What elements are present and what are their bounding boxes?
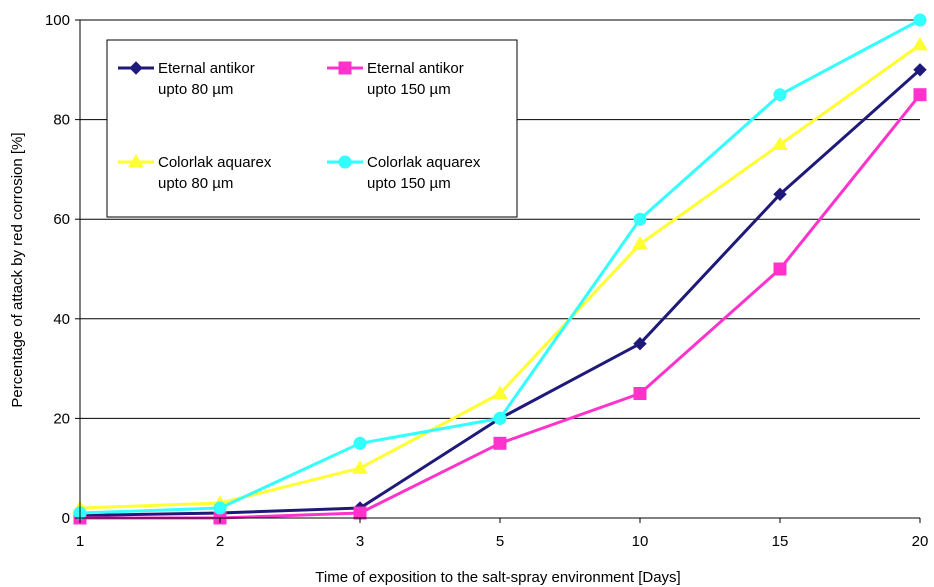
data-point-marker: [772, 136, 788, 150]
data-point-marker: [633, 387, 647, 400]
legend-item: Colorlak aquarex upto 80 µm: [118, 154, 272, 192]
y-tick-label: 0: [62, 510, 70, 527]
x-tick-label: 2: [216, 533, 224, 550]
data-point-marker: [773, 88, 787, 102]
series-3: [73, 13, 927, 520]
data-point-marker: [773, 187, 787, 202]
y-tick-label: 60: [53, 211, 70, 228]
y-tick-label: 100: [45, 12, 70, 29]
y-axis-title: Percentage of attack by red corrosion [%…: [9, 132, 26, 407]
data-point-marker: [352, 460, 368, 474]
data-point-marker: [213, 501, 227, 515]
legend-label-line1: Eternal antikor: [367, 60, 464, 77]
data-point-marker: [493, 436, 507, 450]
legend-item: Colorlak aquarex upto 150 µm: [327, 154, 481, 192]
data-point-marker: [353, 436, 367, 450]
data-point-marker: [632, 236, 648, 250]
legend-swatch-marker: [338, 61, 352, 75]
data-point-marker: [912, 36, 928, 51]
data-point-marker: [913, 63, 927, 77]
axes: 0 20 40 60 80 100 1 2 3 5 10 15 20: [45, 12, 928, 550]
x-tick-label: 10: [632, 533, 649, 550]
y-tick-label: 40: [53, 311, 70, 328]
x-tick-label: 20: [912, 533, 929, 550]
x-tick-label: 15: [772, 533, 789, 550]
legend-label-line2: upto 150 µm: [367, 175, 451, 192]
legend-swatch-marker: [129, 61, 143, 75]
data-point-marker: [633, 336, 647, 351]
legend-item: Eternal antikor upto 80 µm: [118, 60, 255, 98]
legend-swatch-marker: [338, 155, 352, 169]
x-tick-label: 5: [496, 533, 504, 550]
legend-label-line2: upto 150 µm: [367, 81, 451, 98]
data-point-marker: [913, 13, 927, 27]
x-tick-label: 3: [356, 533, 364, 550]
data-point-marker: [913, 88, 927, 102]
legend-label-line1: Eternal antikor: [158, 60, 255, 77]
legend-item: Eternal antikor upto 150 µm: [327, 60, 464, 98]
legend-swatch-marker: [128, 154, 144, 168]
y-tick-label: 80: [53, 112, 70, 129]
data-point-marker: [633, 212, 647, 226]
data-point-marker: [353, 506, 367, 520]
legend-label-line2: upto 80 µm: [158, 175, 233, 192]
x-axis-title: Time of exposition to the salt-spray env…: [315, 569, 680, 586]
y-tick-label: 20: [53, 410, 70, 427]
data-point-marker: [493, 411, 507, 425]
legend-label-line2: upto 80 µm: [158, 81, 233, 98]
data-point-marker: [492, 385, 508, 399]
legend-box: [106, 39, 518, 218]
data-point-marker: [773, 262, 787, 276]
legend-label-line1: Colorlak aquarex: [158, 154, 272, 171]
x-tick-label: 1: [76, 533, 84, 550]
legend-label-line1: Colorlak aquarex: [367, 154, 481, 171]
